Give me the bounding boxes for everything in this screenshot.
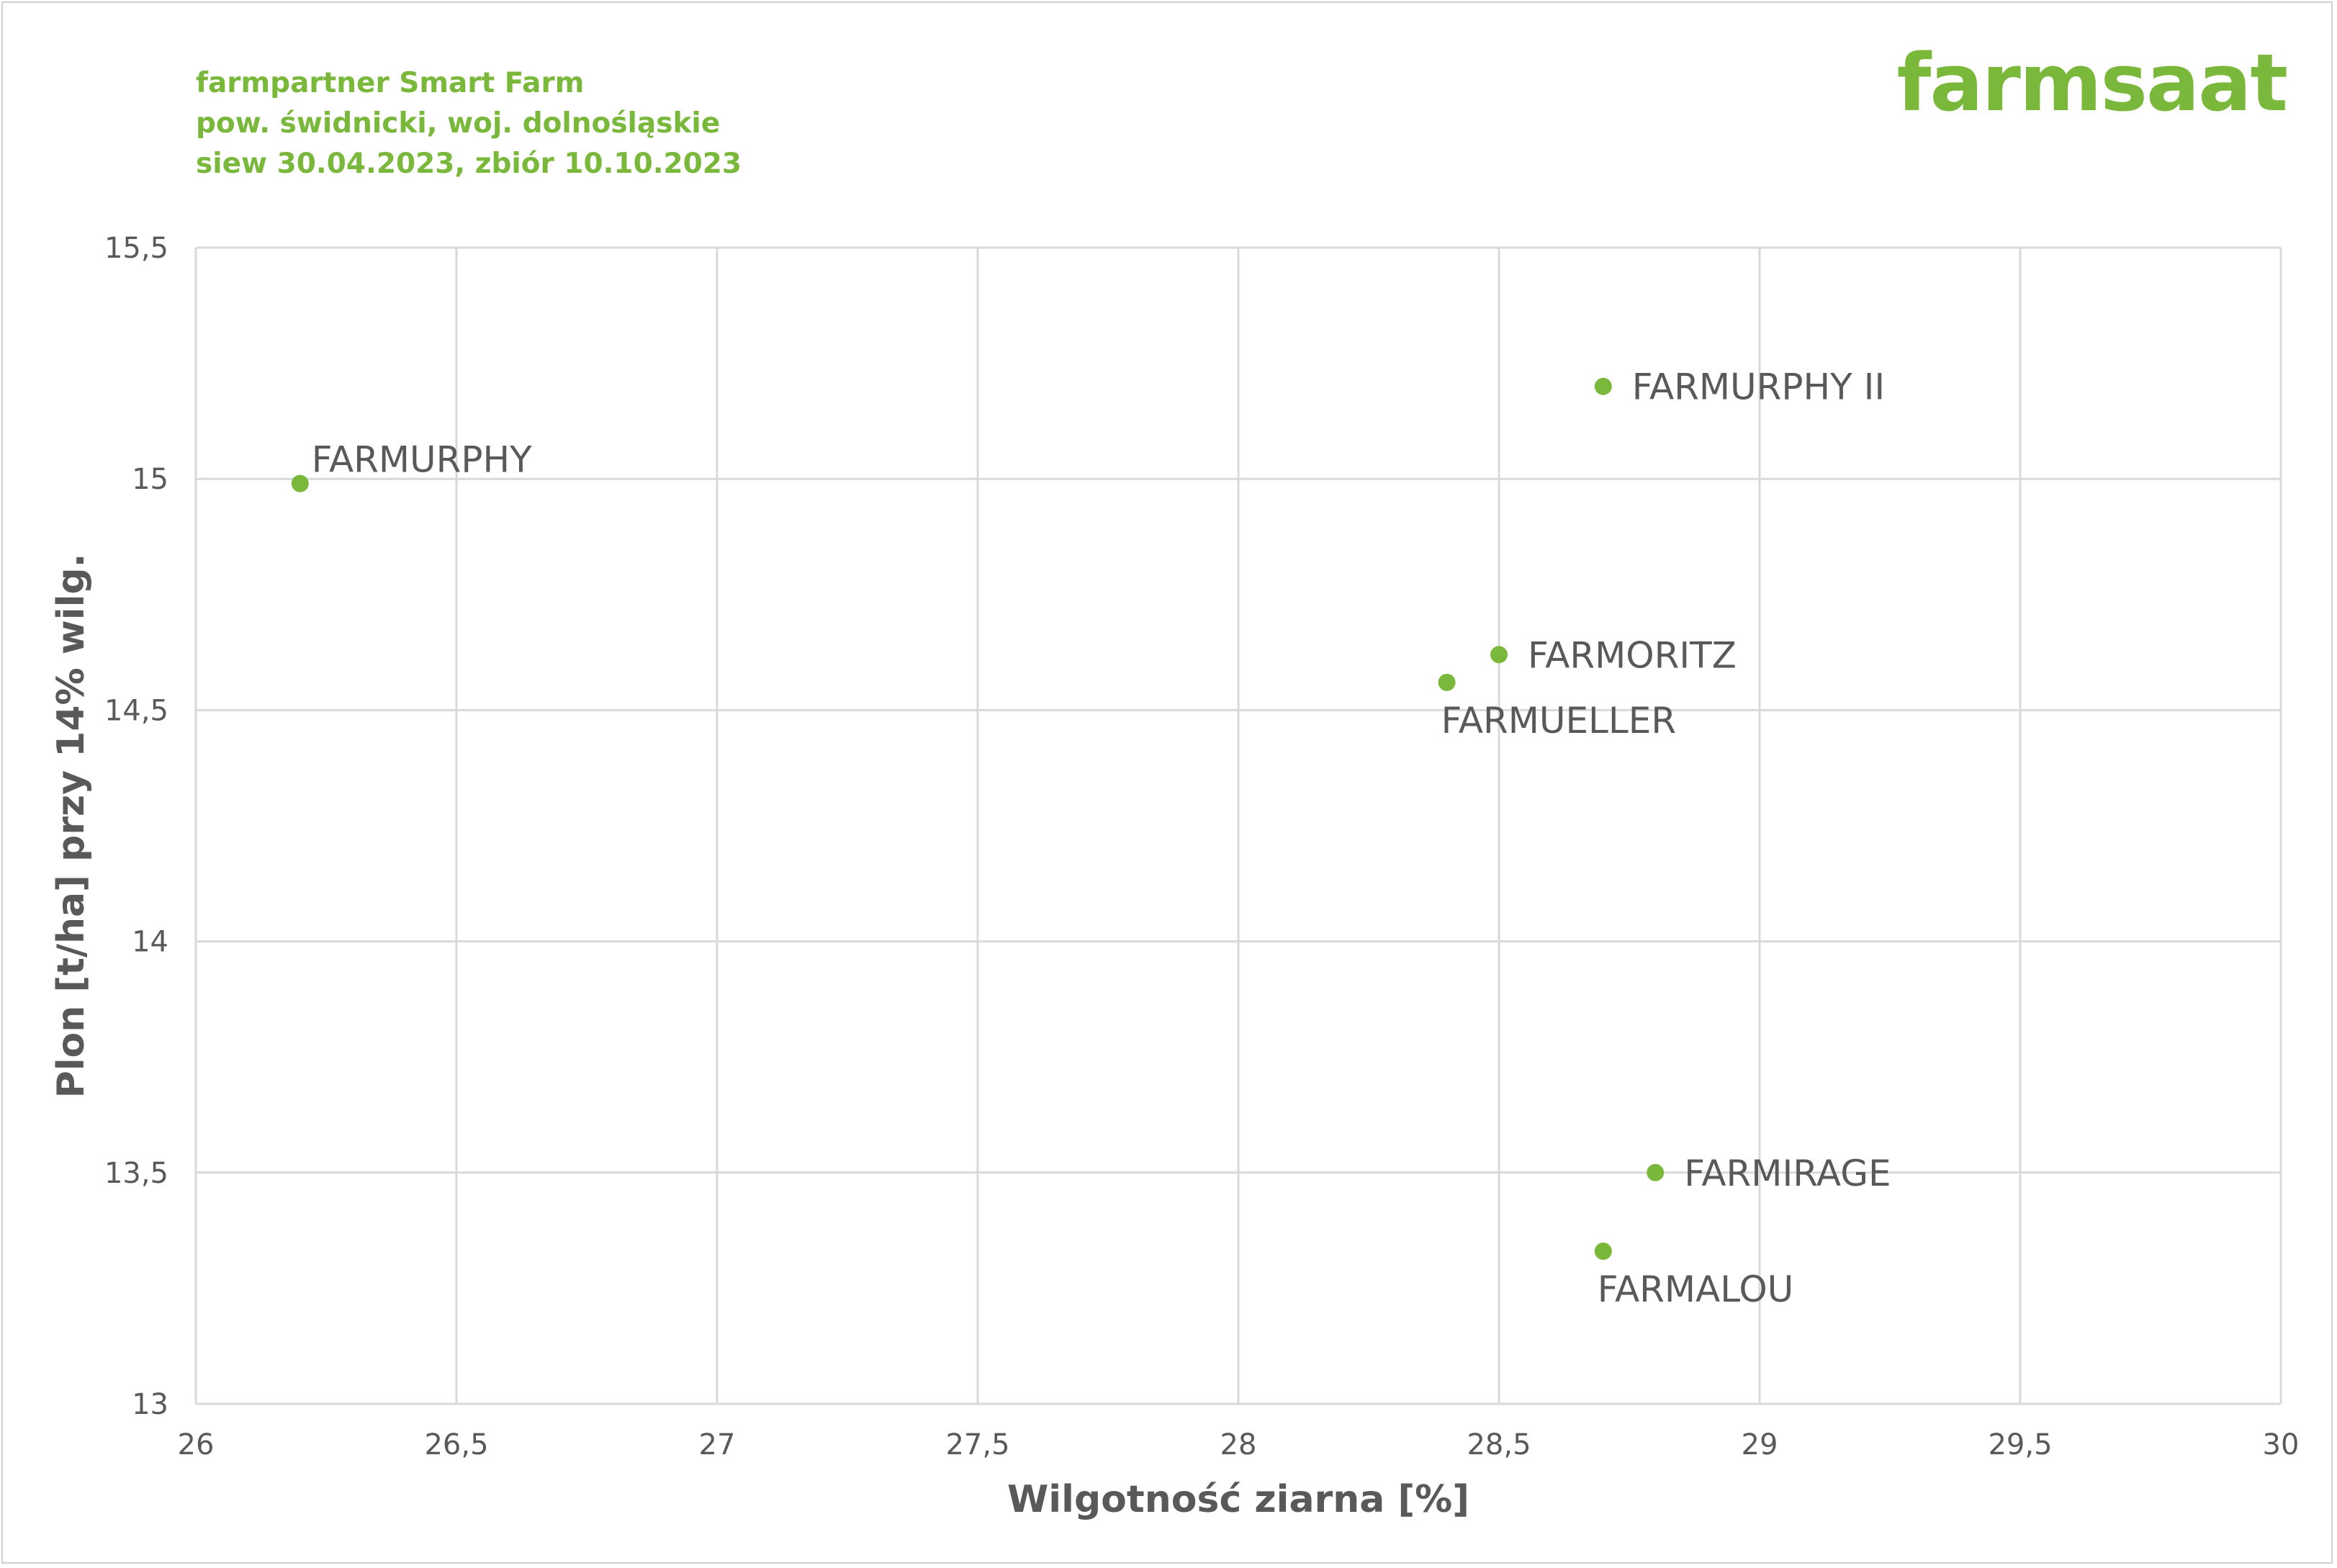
data-point-label: FARMUELLER bbox=[1441, 700, 1677, 742]
gridlines bbox=[194, 246, 2282, 1405]
data-point-label: FARMALOU bbox=[1598, 1269, 1794, 1310]
chart-header: farmpartner Smart Farm pow. świdnicki, w… bbox=[196, 63, 742, 184]
x-tick-label: 30 bbox=[2263, 1428, 2300, 1461]
x-tick-label: 26,5 bbox=[424, 1428, 488, 1461]
data-point bbox=[1647, 1163, 1665, 1181]
data-point-label: FARMIRAGE bbox=[1684, 1153, 1891, 1194]
x-tick-labels: 26 26,5 27 27,5 28 28,5 29 29,5 30 bbox=[178, 1428, 2300, 1461]
x-tick-label: 26 bbox=[178, 1428, 215, 1461]
data-point bbox=[1594, 1243, 1612, 1261]
x-tick-label: 28,5 bbox=[1467, 1428, 1531, 1461]
header-line-3: siew 30.04.2023, zbiór 10.10.2023 bbox=[196, 148, 742, 180]
x-tick-label: 29,5 bbox=[1988, 1428, 2052, 1461]
y-tick-label: 13 bbox=[132, 1388, 168, 1421]
y-axis-title: Plon [t/ha] przy 14% wilg. bbox=[50, 554, 93, 1099]
y-tick-label: 14,5 bbox=[104, 694, 168, 727]
data-point bbox=[1438, 673, 1456, 691]
data-point bbox=[1490, 646, 1508, 664]
x-tick-label: 28 bbox=[1220, 1428, 1257, 1461]
y-tick-labels: 13 13,5 14 14,5 15 15,5 bbox=[104, 232, 168, 1421]
data-point-label: FARMORITZ bbox=[1528, 634, 1737, 676]
x-tick-label: 27 bbox=[699, 1428, 736, 1461]
x-tick-label: 29 bbox=[1742, 1428, 1778, 1461]
x-tick-label: 27,5 bbox=[945, 1428, 1009, 1461]
y-tick-label: 15 bbox=[132, 463, 168, 496]
brand-logo: farmsaat bbox=[1896, 37, 2288, 129]
y-tick-label: 15,5 bbox=[104, 232, 168, 265]
x-axis-title: Wilgotność ziarna [%] bbox=[1007, 1478, 1469, 1521]
data-points: FARMURPHY FARMURPHY II FARMORITZ FARMUELLER… bbox=[291, 366, 1891, 1310]
header-line-1: farmpartner Smart Farm bbox=[196, 67, 585, 99]
data-point-label: FARMURPHY bbox=[312, 439, 532, 481]
header-line-2: pow. świdnicki, woj. dolnośląskie bbox=[196, 107, 721, 140]
data-point-label: FARMURPHY II bbox=[1632, 366, 1885, 408]
y-tick-label: 14 bbox=[132, 926, 168, 959]
y-tick-label: 13,5 bbox=[104, 1157, 168, 1190]
data-point bbox=[291, 474, 309, 492]
data-point bbox=[1594, 377, 1612, 395]
